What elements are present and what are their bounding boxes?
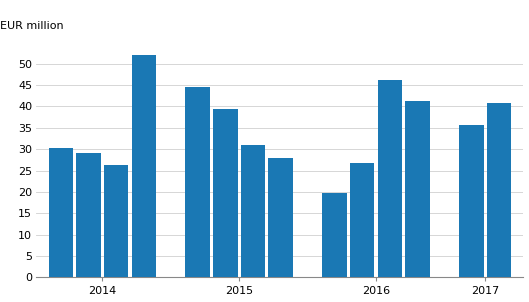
Bar	[269, 158, 293, 278]
Bar	[241, 145, 265, 278]
Bar	[459, 125, 484, 278]
Text: EUR million: EUR million	[0, 21, 63, 31]
Bar	[405, 101, 430, 278]
Bar	[49, 148, 73, 278]
Bar	[132, 55, 156, 278]
Bar	[104, 165, 129, 278]
Bar	[350, 163, 375, 278]
Bar	[76, 153, 101, 278]
Bar	[213, 108, 238, 278]
Bar	[378, 80, 402, 278]
Bar	[487, 103, 511, 278]
Bar	[322, 193, 346, 278]
Bar	[185, 87, 210, 278]
